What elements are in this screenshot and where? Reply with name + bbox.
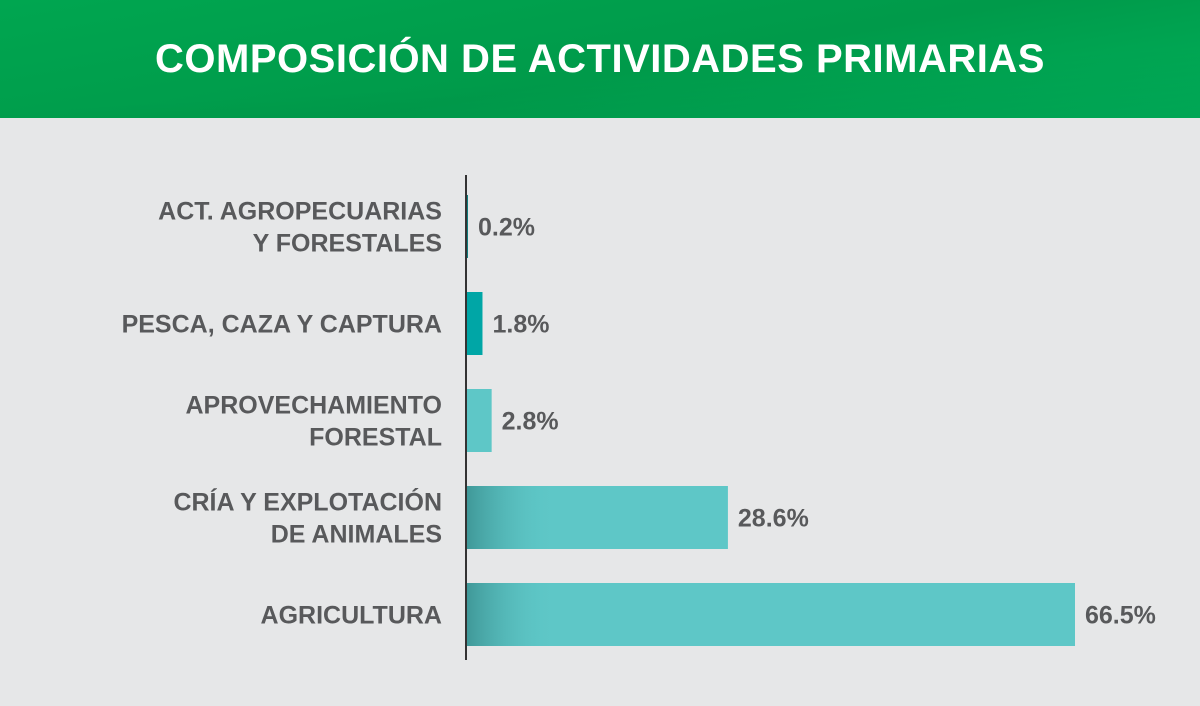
value-label: 0.2% bbox=[478, 214, 535, 242]
bar bbox=[466, 583, 1075, 646]
bar bbox=[466, 389, 492, 452]
category-label: CRÍA Y EXPLOTACIÓN bbox=[173, 487, 442, 517]
category-label: AGRICULTURA bbox=[261, 602, 442, 630]
category-label: Y FORESTALES bbox=[253, 230, 442, 258]
bar-shading bbox=[466, 583, 556, 646]
category-label: APROVECHAMIENTO bbox=[185, 392, 442, 420]
value-label: 28.6% bbox=[738, 505, 809, 533]
value-label: 1.8% bbox=[492, 311, 549, 339]
value-label: 66.5% bbox=[1085, 602, 1156, 630]
value-label: 2.8% bbox=[502, 408, 559, 436]
header-banner: COMPOSICIÓN DE ACTIVIDADES PRIMARIAS bbox=[0, 0, 1200, 118]
category-label: DE ANIMALES bbox=[271, 521, 442, 549]
category-label: FORESTAL bbox=[309, 424, 442, 452]
bar-shading bbox=[466, 486, 556, 549]
category-label: ACT. AGROPECUARIAS bbox=[158, 198, 442, 226]
bar bbox=[466, 292, 483, 355]
category-label: PESCA, CAZA Y CAPTURA bbox=[122, 311, 442, 339]
chart-title: COMPOSICIÓN DE ACTIVIDADES PRIMARIAS bbox=[155, 37, 1045, 81]
